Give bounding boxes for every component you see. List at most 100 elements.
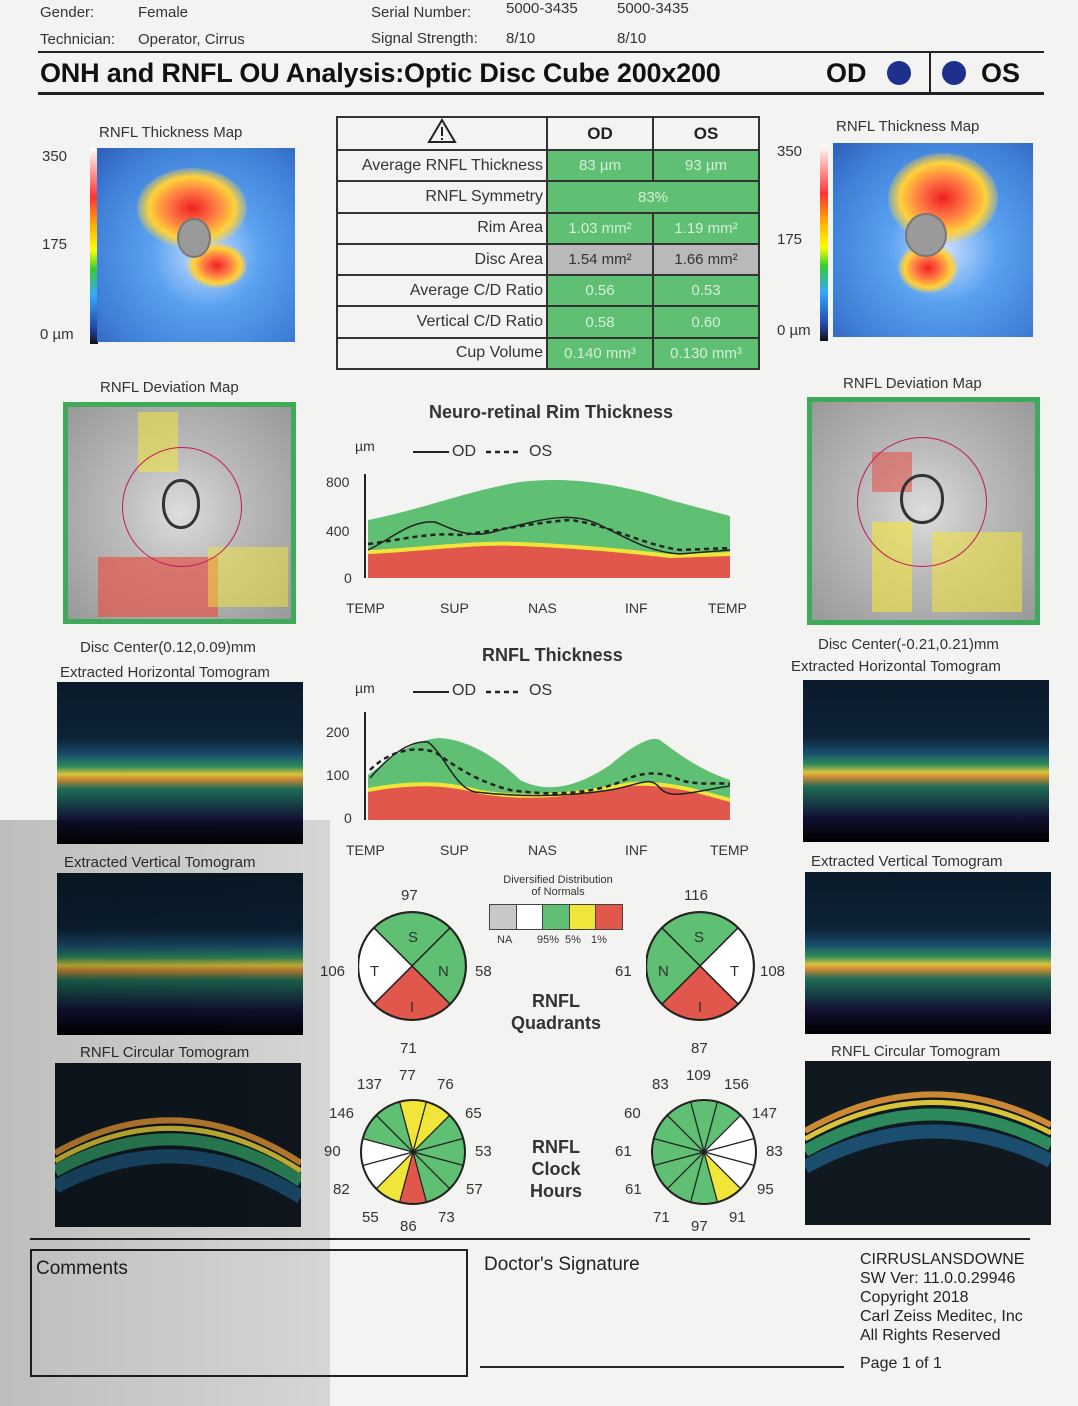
od-disc-center: Disc Center(0.12,0.09)mm — [80, 639, 256, 656]
rim-chart-title: Neuro-retinal Rim Thickness — [429, 402, 674, 422]
rim-legend-od-line — [413, 451, 449, 453]
rim-legend-od-label: OD — [452, 443, 476, 460]
od-clock-outline — [360, 1099, 466, 1205]
os-quad-letter-n: N — [658, 963, 669, 980]
os-quad-letter-t: T — [730, 963, 739, 980]
rim-os-line — [367, 518, 731, 552]
os-disc-center: Disc Center(-0.21,0.21)mm — [818, 636, 999, 653]
legend-swatch-na — [490, 905, 517, 929]
rnfl-legend-od-line — [413, 691, 449, 693]
rim-x-label: SUP — [440, 600, 469, 616]
od-circular-tomogram-title: RNFL Circular Tomogram — [80, 1044, 250, 1061]
metrics-od-value: 1.03 mm² — [546, 211, 654, 245]
clock-hours-label: RNFL Clock Hours — [529, 1137, 582, 1201]
od-circular-tomogram-bands — [55, 1117, 301, 1203]
od-quad-s-value: 97 — [401, 887, 418, 904]
od-thickness-map-title: RNFL Thickness Map — [99, 124, 243, 141]
rnfl-legend-od-label: OD — [452, 682, 476, 699]
rnfl-x-label: NAS — [528, 842, 557, 858]
metrics-row-label: Cup Volume — [336, 336, 548, 371]
legend-swatch-borderline — [569, 905, 597, 929]
rnfl-x-label: TEMP — [346, 842, 385, 858]
metrics-header-row: OD OS — [336, 115, 760, 152]
od-scale-bottom: 0 µm — [40, 326, 74, 343]
os-color-scale — [820, 145, 828, 341]
od-eye-label: OD — [826, 58, 867, 88]
os-clock-outline — [651, 1099, 757, 1205]
od-clock-value: 76 — [437, 1076, 454, 1093]
metrics-row-label: Average C/D Ratio — [336, 274, 548, 308]
metrics-row: Average RNFL Thickness 83 µm 93 µm — [336, 149, 760, 183]
od-clock-value: 65 — [465, 1105, 482, 1122]
od-quad-letter-n: N — [438, 963, 449, 980]
od-quad-letter-s: S — [408, 929, 418, 946]
serial-od: 5000-3435 — [506, 0, 578, 17]
metrics-od-value: 0.140 mm³ — [546, 336, 654, 371]
os-horizontal-tomogram-title: Extracted Horizontal Tomogram — [791, 658, 1001, 675]
os-scale-mid: 175 — [777, 231, 803, 248]
serial-os: 5000-3435 — [617, 0, 689, 17]
od-clock-value: 137 — [357, 1076, 383, 1093]
metrics-od-value: 0.56 — [546, 274, 654, 308]
legend-label-95: 95% — [537, 934, 560, 946]
od-quadrant-chart: S N I T — [358, 911, 467, 1021]
gender-value: Female — [138, 4, 189, 21]
os-clock-value: 95 — [757, 1181, 774, 1198]
od-deviation-map-title: RNFL Deviation Map — [100, 379, 239, 396]
comments-box[interactable] — [30, 1249, 468, 1377]
sw-version: SW Ver: 11.0.0.29946 — [860, 1270, 1016, 1287]
os-vertical-tomogram — [805, 872, 1051, 1034]
distribution-legend-swatches — [489, 904, 623, 930]
gender-label: Gender: — [40, 4, 95, 21]
rim-x-label: TEMP — [708, 600, 747, 616]
od-quad-n-value: 58 — [475, 963, 492, 980]
metrics-table: OD OS Average RNFL Thickness 83 µm 93 µm… — [336, 115, 760, 371]
od-color-scale — [90, 148, 98, 344]
os-clock-value: 83 — [652, 1076, 669, 1093]
os-clock-value: 156 — [724, 1076, 750, 1093]
os-quad-i-value: 87 — [691, 1040, 708, 1057]
os-quad-letter-s: S — [694, 929, 704, 946]
os-thickness-map — [833, 143, 1033, 337]
od-clock-value: 57 — [466, 1181, 483, 1198]
copyright: Copyright 2018 — [860, 1289, 969, 1306]
od-quad-t-value: 106 — [320, 963, 346, 980]
header-rule-bottom — [38, 92, 1044, 95]
legend-label-1: 1% — [591, 934, 607, 946]
rim-legend-os-label: OS — [529, 443, 553, 460]
rnfl-y-tick: 200 — [326, 724, 350, 740]
metrics-row: Rim Area 1.03 mm² 1.19 mm² — [336, 211, 760, 245]
od-vertical-tomogram — [57, 873, 303, 1035]
rim-od-line — [367, 516, 731, 555]
os-clock-value: 83 — [766, 1143, 783, 1160]
signature-line — [480, 1366, 844, 1368]
metrics-row: Average C/D Ratio 0.56 0.53 — [336, 274, 760, 308]
technician-value: Operator, Cirrus — [138, 31, 245, 48]
company: Carl Zeiss Meditec, Inc — [860, 1308, 1023, 1325]
rnfl-chart-title: RNFL Thickness — [482, 645, 623, 665]
rnfl-od-line — [369, 741, 731, 797]
od-clock-chart — [360, 1099, 466, 1205]
od-circular-tomogram — [55, 1063, 301, 1227]
serial-label: Serial Number: — [371, 4, 472, 21]
os-clock-value: 61 — [615, 1143, 632, 1160]
technician-label: Technician: — [40, 31, 116, 48]
metrics-row-label: Vertical C/D Ratio — [336, 305, 548, 339]
metrics-row: RNFL Symmetry 83% — [336, 180, 760, 214]
legend-swatch-outside — [596, 905, 622, 929]
od-horizontal-tomogram-title: Extracted Horizontal Tomogram — [60, 664, 270, 681]
metrics-row-label: Rim Area — [336, 211, 548, 245]
rim-y-tick: 400 — [326, 523, 350, 539]
page-number: Page 1 of 1 — [860, 1355, 942, 1372]
os-horizontal-tomogram — [803, 680, 1049, 842]
metrics-os-value: 1.19 mm² — [652, 211, 760, 245]
metrics-row: Cup Volume 0.140 mm³ 0.130 mm³ — [336, 336, 760, 371]
os-circular-tomogram-title: RNFL Circular Tomogram — [831, 1043, 1001, 1060]
metrics-header-od: OD — [546, 115, 654, 152]
os-vertical-tomogram-title: Extracted Vertical Tomogram — [811, 853, 1003, 870]
signal-od: 8/10 — [506, 30, 536, 47]
metrics-row: Disc Area 1.54 mm² 1.66 mm² — [336, 242, 760, 277]
distribution-legend-title: Diversified Distribution of Normals — [503, 874, 613, 898]
legend-label-5: 5% — [565, 934, 581, 946]
od-quad-letter-t: T — [370, 963, 379, 980]
